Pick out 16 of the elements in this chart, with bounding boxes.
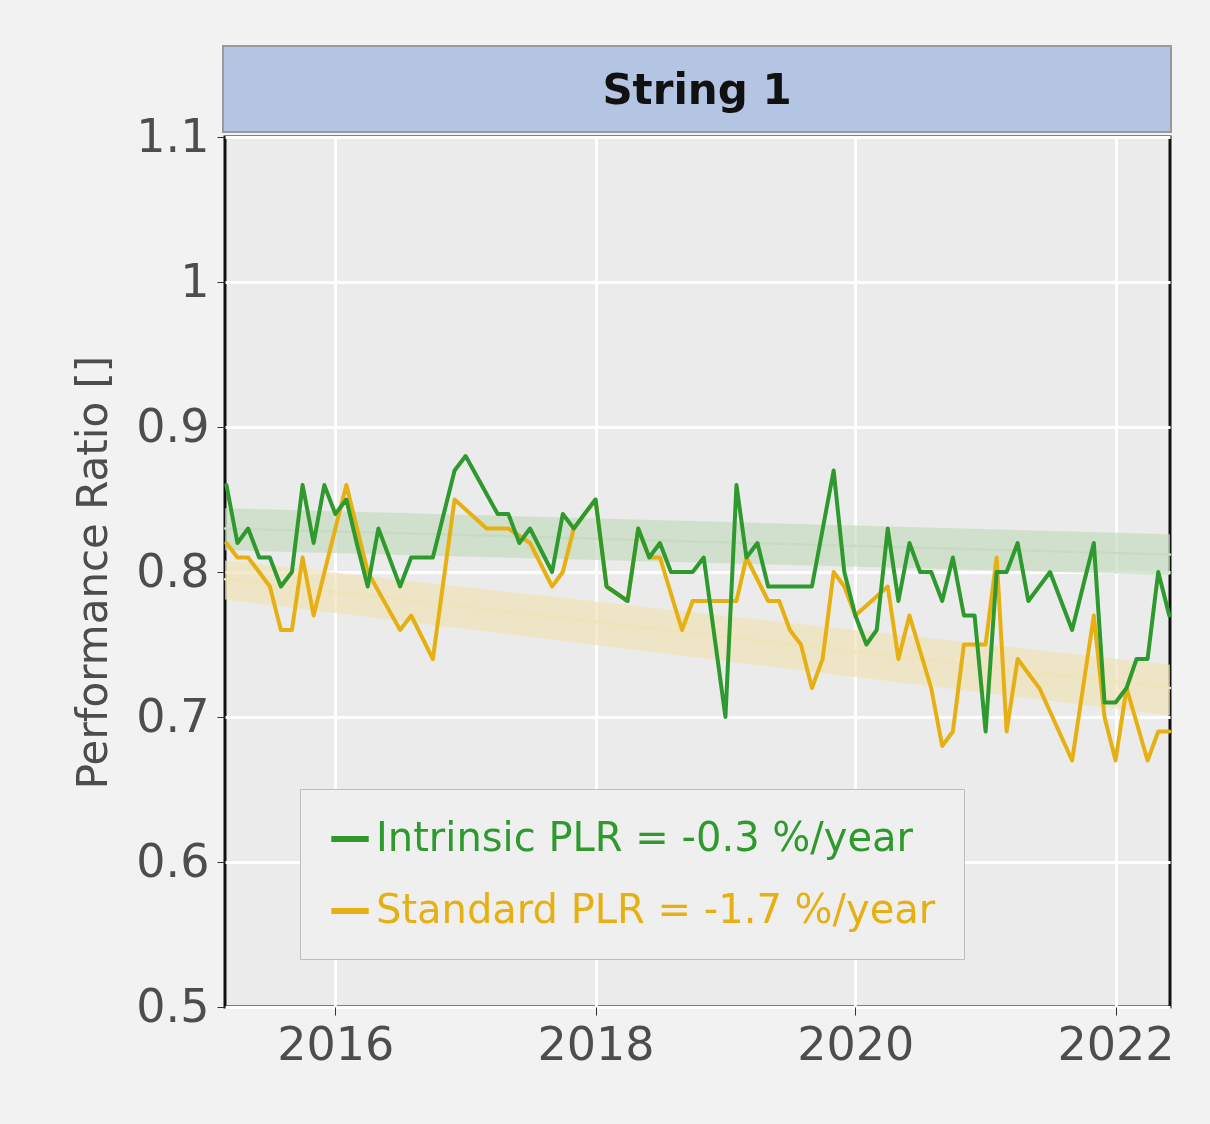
x-tick-label: 2022 bbox=[1057, 1016, 1175, 1071]
x-tick-label: 2018 bbox=[537, 1016, 655, 1071]
chart-title: String 1 bbox=[222, 45, 1172, 133]
legend-label: Intrinsic PLR = -0.3 %/year bbox=[376, 814, 914, 860]
line-series bbox=[224, 454, 1172, 734]
y-tick-label: 1.1 bbox=[136, 108, 210, 163]
x-tick-label: 2020 bbox=[797, 1016, 915, 1071]
y-tick-label: 0.8 bbox=[136, 543, 210, 598]
x-tick-label: 2016 bbox=[277, 1016, 395, 1071]
y-tick-label: 0.6 bbox=[136, 833, 210, 888]
y-tick-label: 0.5 bbox=[136, 978, 210, 1033]
y-tick-label: 1 bbox=[180, 253, 210, 308]
y-axis-title: Performance Ratio [] bbox=[68, 355, 118, 790]
y-tick-label: 0.9 bbox=[136, 398, 210, 453]
y-tick-label: 0.7 bbox=[136, 688, 210, 743]
legend-label: Standard PLR = -1.7 %/year bbox=[376, 886, 936, 932]
